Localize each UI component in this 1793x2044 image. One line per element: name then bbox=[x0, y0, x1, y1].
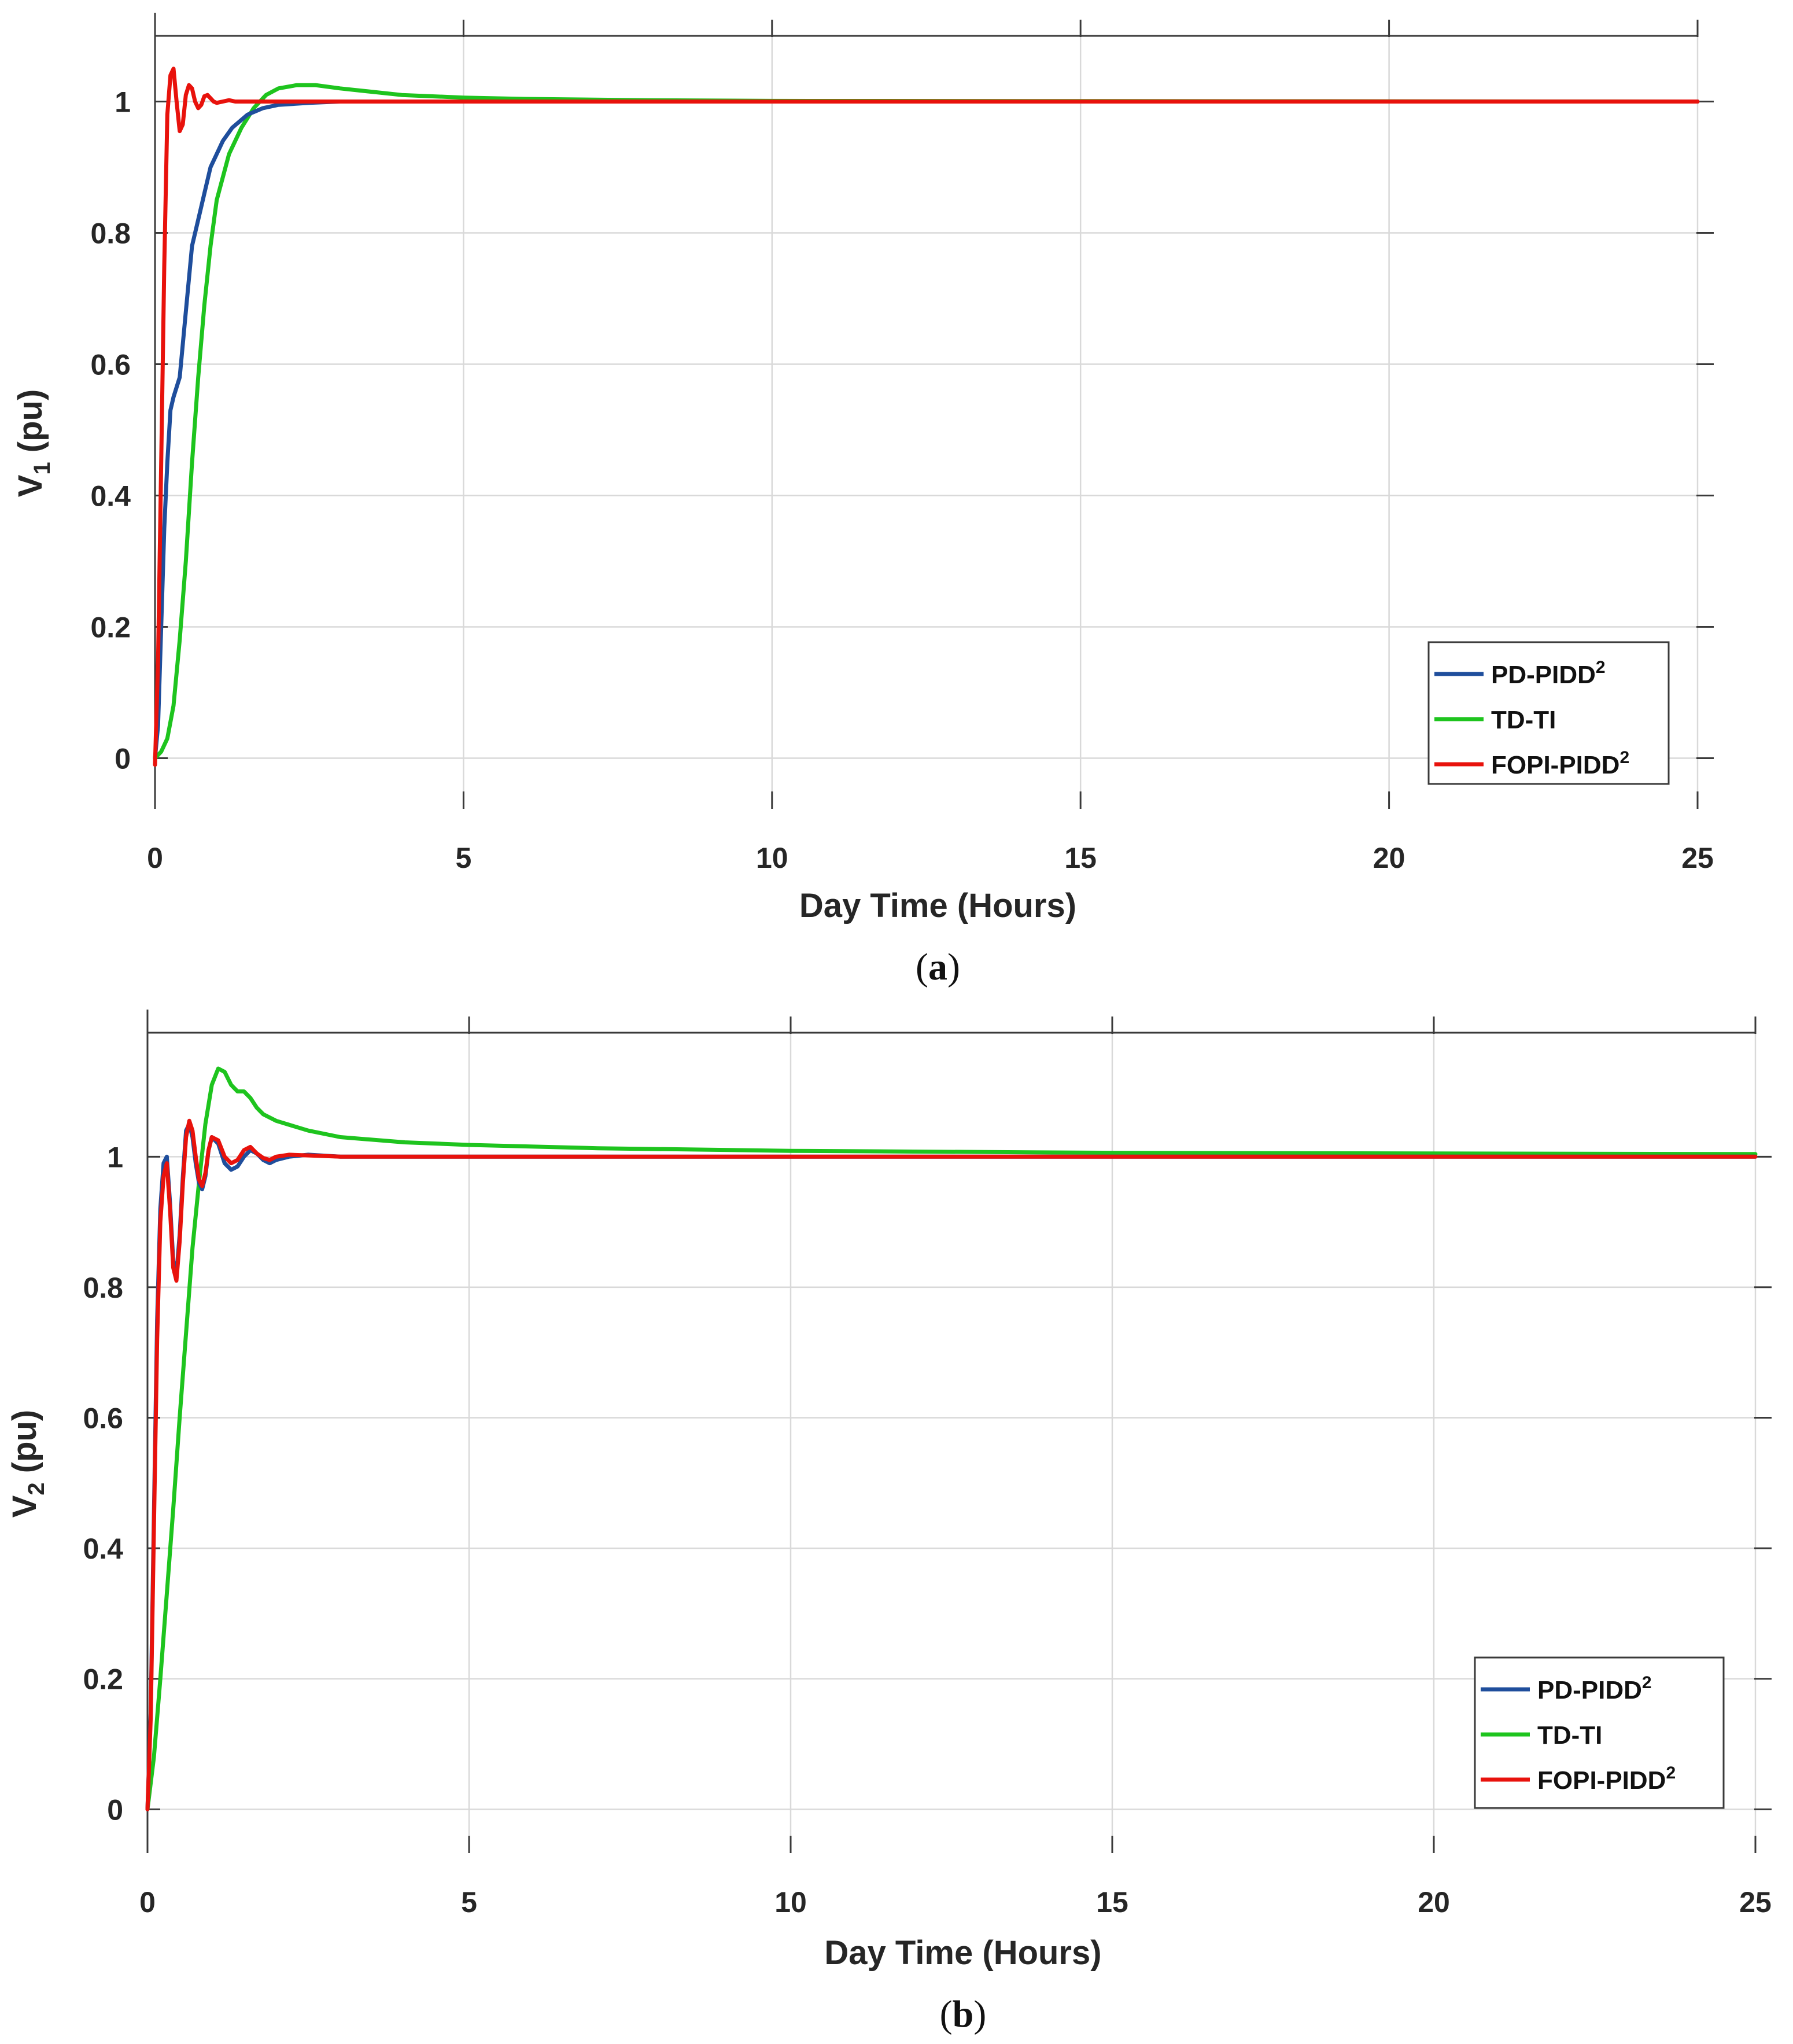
x-tick-label: 10 bbox=[774, 1886, 807, 1918]
caption-close: ) bbox=[947, 946, 960, 988]
x-axis-label: Day Time (Hours) bbox=[824, 1934, 1101, 1972]
legend-entry: TD-TI bbox=[1537, 1721, 1602, 1750]
y-axis-label-sub: 1 bbox=[29, 462, 55, 474]
panel-caption: (a) bbox=[916, 946, 960, 988]
legend-entry-sup: 2 bbox=[1642, 1673, 1652, 1692]
y-tick-label: 0.6 bbox=[90, 349, 131, 381]
legend-entry: TD-TI bbox=[1491, 706, 1556, 734]
caption-open: ( bbox=[916, 946, 928, 988]
y-tick-label: 0.6 bbox=[83, 1402, 123, 1435]
y-axis-label-main: V bbox=[12, 474, 49, 497]
legend-entry-sup: 2 bbox=[1666, 1763, 1676, 1782]
y-tick-label: 0.8 bbox=[90, 218, 131, 250]
chart-panel-b: 0 5 10 15 20 25 0 0.2 0.4 0.6 0.8 1 Day Time (Hours)… bbox=[6, 1010, 1772, 2035]
chart-panel-a: 0 5 10 15 20 25 0 0.2 0.4 0.6 0.8 1 Day Time (Hours)… bbox=[12, 13, 1714, 988]
series-line-pd-pidd-2 bbox=[145, 1122, 1758, 1811]
legend-entry-name: FOPI-PIDD bbox=[1491, 751, 1619, 779]
series-line-fopi-pidd-2 bbox=[153, 67, 1700, 767]
y-tick-label: 1 bbox=[107, 1141, 123, 1173]
caption-letter: a bbox=[928, 946, 947, 988]
legend-entry-name: PD-PIDD bbox=[1537, 1676, 1642, 1704]
caption-open: ( bbox=[940, 1993, 953, 2035]
caption-close: ) bbox=[973, 1993, 986, 2035]
x-tick-label: 15 bbox=[1064, 842, 1097, 874]
legend-entry-name: TD-TI bbox=[1537, 1721, 1602, 1750]
caption-letter: b bbox=[953, 1993, 974, 2035]
panel-caption: (b) bbox=[940, 1993, 987, 2035]
legend-entry-name: TD-TI bbox=[1491, 706, 1556, 734]
legend-entry-name: FOPI-PIDD bbox=[1537, 1766, 1666, 1795]
legend-entry: FOPI-PIDD2 bbox=[1491, 748, 1629, 779]
y-tick-label: 0.4 bbox=[90, 480, 131, 513]
x-tick-label: 5 bbox=[455, 842, 471, 874]
legend-entry-name: PD-PIDD bbox=[1491, 661, 1596, 689]
legend-entry: PD-PIDD2 bbox=[1537, 1673, 1652, 1704]
y-tick-label: 0.4 bbox=[83, 1533, 123, 1565]
x-tick-label: 5 bbox=[461, 1886, 477, 1918]
y-tick-label: 1 bbox=[115, 86, 131, 119]
y-axis-label-unit: (pu) bbox=[6, 1410, 43, 1483]
legend-entry: FOPI-PIDD2 bbox=[1537, 1763, 1676, 1795]
y-axis-label: V2 (pu) bbox=[6, 1410, 49, 1518]
y-tick-label: 0 bbox=[115, 743, 131, 775]
y-tick-label: 0.2 bbox=[83, 1663, 123, 1696]
series-line-pd-pidd-2 bbox=[153, 100, 1700, 760]
series-line-td-ti bbox=[153, 83, 1700, 760]
x-tick-label: 0 bbox=[147, 842, 163, 874]
y-axis-label: V1 (pu) bbox=[12, 389, 55, 498]
x-tick-label: 20 bbox=[1418, 1886, 1450, 1918]
y-axis-label-unit: (pu) bbox=[12, 389, 49, 462]
y-tick-label: 0 bbox=[107, 1793, 123, 1826]
series-line-fopi-pidd-2 bbox=[145, 1118, 1758, 1811]
y-axis-label-main: V bbox=[6, 1495, 43, 1518]
legend-entry: PD-PIDD2 bbox=[1491, 658, 1606, 689]
x-tick-label: 0 bbox=[139, 1886, 156, 1918]
series-line-td-ti bbox=[145, 1066, 1758, 1811]
y-tick-label: 0.2 bbox=[90, 612, 131, 644]
x-tick-label: 25 bbox=[1681, 842, 1714, 874]
legend-box bbox=[1427, 641, 1670, 785]
legend-entry-sup: 2 bbox=[1596, 658, 1606, 677]
x-tick-label: 20 bbox=[1373, 842, 1405, 874]
x-tick-label: 15 bbox=[1096, 1886, 1128, 1918]
x-tick-label: 25 bbox=[1739, 1886, 1772, 1918]
legend-entry-sup: 2 bbox=[1619, 748, 1629, 767]
y-axis-label-sub: 2 bbox=[24, 1482, 49, 1495]
y-tick-label: 0.8 bbox=[83, 1272, 123, 1304]
x-tick-label: 10 bbox=[756, 842, 788, 874]
x-axis-label: Day Time (Hours) bbox=[799, 887, 1076, 925]
